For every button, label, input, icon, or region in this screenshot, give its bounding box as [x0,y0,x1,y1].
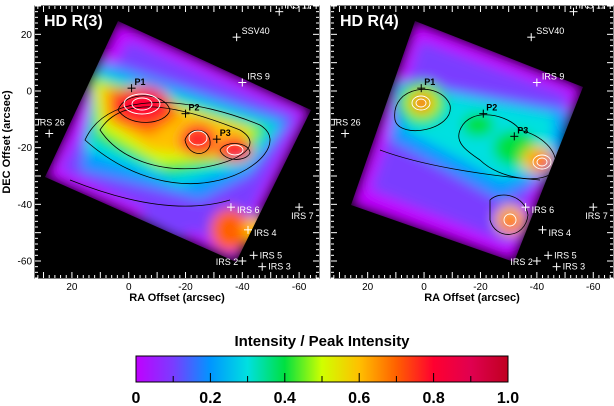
peak-label: P2 [189,103,200,113]
x-tick-label: 0 [421,282,427,293]
x-tick-label: -40 [530,282,545,293]
star-label: IRS 4 [254,228,277,238]
star-marker: IRS 7 [291,203,314,221]
panel-right-stars: IRS 11 SSV40 IRS 9 IRS 26 IRS 6 IRS 7 IRS 4 IRS… [333,1,608,272]
star-marker: IRS 11 [569,1,606,16]
star-label: IRS 6 [532,205,555,215]
x-tick-label: 20 [362,282,374,293]
star-label: SSV40 [536,26,564,36]
star-marker: IRS 6 [226,203,260,215]
star-label: IRS 7 [291,211,314,221]
colorbar-tick-label: 0.8 [422,390,444,406]
star-label: IRS 2 [216,257,239,267]
x-axis-label-right: RA Offset (arcsec) [424,292,520,304]
peak-marker: P3 [510,125,528,141]
panel-left-peaks: P1 P2 P3 [127,77,231,144]
peak-label: P2 [486,103,497,113]
panel-left: HD R(3) 20 0 -20 -40 -60 20 0 -20 -40 -60 IRS 11 S… [1,1,320,304]
star-label: IRS 9 [247,72,270,82]
peak-marker: P1 [127,77,146,93]
x-tick-label: -20 [473,282,488,293]
x-tick-label: -20 [178,282,193,293]
peak-marker: P2 [181,103,200,118]
star-label: IRS 26 [37,118,65,128]
colorbar-tick-label: 0.6 [348,390,370,406]
star-marker: IRS 9 [532,72,565,87]
colorbar-title: Intensity / Peak Intensity [234,333,410,350]
star-label: IRS 7 [585,211,608,221]
star-label: IRS 3 [268,262,291,272]
panel-left-title: HD R(3) [44,13,103,30]
panel-right-tick-labels: 20 0 -20 -40 -60 [362,282,601,293]
star-label: SSV40 [242,26,270,36]
y-tick-label: -60 [18,257,33,268]
panel-left-ticks [35,5,319,279]
star-label: IRS 9 [542,72,565,82]
star-marker: IRS 2 [510,257,541,267]
y-tick-label: -20 [18,143,33,154]
peak-label: P1 [424,77,435,87]
star-marker: SSV40 [527,26,564,42]
star-label: IRS 2 [510,257,533,267]
star-marker: IRS 11 [275,1,311,16]
colorbar-ticks [135,373,509,382]
panel-left-tick-labels: 20 0 -20 -40 -60 20 0 -20 -40 -60 [18,30,307,293]
x-tick-label: -60 [292,282,307,293]
star-label: IRS 6 [237,205,260,215]
panel-left-stars: IRS 11 SSV40 IRS 9 IRS 26 IRS 6 IRS 7 IRS 4 IRS… [37,1,313,272]
colorbar-tick-label: 0.2 [199,390,221,406]
star-label: IRS 11 [284,1,311,11]
peak-marker: P3 [212,128,231,144]
star-label: IRS 3 [563,262,586,272]
panel-right-map [351,21,583,262]
colorbar-tick-label: 0 [132,390,141,406]
x-axis-label-left: RA Offset (arcsec) [129,292,225,304]
x-tick-label: -40 [235,282,250,293]
panel-right-ticks [331,5,613,279]
star-marker: IRS 6 [521,203,555,215]
peak-label: P3 [517,125,528,135]
colorbar-tick-label: 1.0 [497,390,519,406]
x-tick-label: 0 [126,282,132,293]
star-marker: SSV40 [232,26,270,42]
y-tick-label: 20 [21,30,33,41]
star-marker: IRS 5 [249,250,283,260]
peak-label: P1 [135,77,146,87]
star-marker: IRS 3 [258,262,291,272]
x-tick-label: 20 [66,282,78,293]
star-marker: IRS 7 [585,203,608,221]
peak-marker: P1 [417,77,435,93]
peak-marker: P2 [479,103,497,118]
star-label: IRS 26 [333,118,361,128]
peak-label: P3 [220,128,231,138]
colorbar-tick-labels: 0 0.2 0.4 0.6 0.8 1.0 [132,390,520,406]
star-label: IRS 5 [260,250,283,260]
y-tick-label: 0 [26,87,32,98]
star-marker: IRS 26 [333,118,361,138]
star-marker: IRS 2 [216,257,247,267]
star-marker: IRS 4 [538,225,572,238]
star-marker: IRS 9 [238,72,270,87]
y-tick-label: -40 [18,200,33,211]
star-marker: IRS 4 [244,225,277,238]
star-label: IRS 11 [579,1,606,11]
panel-right-peaks: P1 P2 P3 [417,77,528,141]
y-axis-label-left: DEC Offset (arcsec) [1,90,13,194]
panel-right-title: HD R(4) [340,13,399,30]
colorbar-tick-label: 0.4 [274,390,296,406]
colorbar: Intensity / Peak Intensity 0 0.2 0.4 0.6 0.8… [132,333,520,406]
star-label: IRS 5 [554,250,577,260]
star-label: IRS 4 [549,228,572,238]
star-marker: IRS 3 [552,262,586,272]
star-marker: IRS 26 [37,118,65,138]
x-tick-label: -60 [586,282,601,293]
star-marker: IRS 5 [544,250,577,260]
